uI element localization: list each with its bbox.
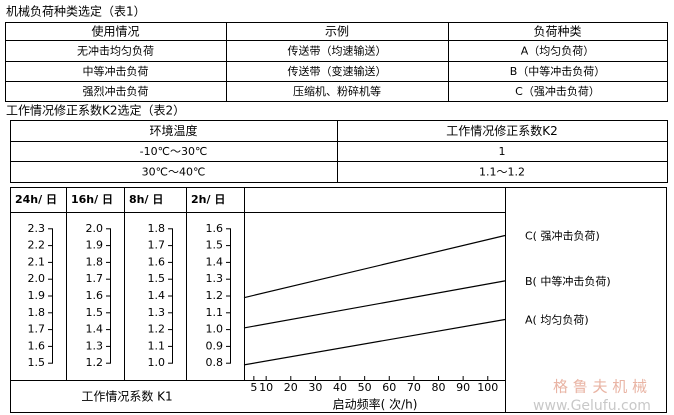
scale-tick-label: 2.2 — [28, 239, 46, 252]
scale-tick-label: 1.5 — [28, 356, 46, 369]
x-tick-label: 70 — [407, 381, 421, 394]
table-cell: C（强冲击负荷） — [515, 84, 600, 98]
table-cell: 传送带（均速输送） — [288, 44, 387, 58]
scale-tick-label: 1.4 — [148, 289, 166, 302]
table-cell: B（中等冲击负荷） — [510, 64, 606, 78]
table2-title: 工作情况修正系数K2选定（表2） — [6, 103, 185, 118]
table-cell: A（均匀负荷） — [521, 44, 595, 58]
scale-tick-label: 2.3 — [28, 222, 46, 235]
x-tick-label: 90 — [456, 381, 470, 394]
scale-label: 24h/ 日 — [15, 193, 57, 206]
table-cell: -10℃～30℃ — [140, 145, 208, 158]
scale-tick-label: 1.3 — [148, 306, 166, 319]
scale-tick-label: 1.2 — [148, 323, 166, 336]
table-header: 负荷种类 — [533, 25, 581, 39]
scale-tick-label: 1.8 — [28, 306, 46, 319]
line-label: C( 强冲击负荷) — [525, 229, 600, 243]
scale-tick-label: 1.5 — [86, 306, 104, 319]
scale-tick-label: 1.2 — [86, 356, 104, 369]
table-cell: 传送带（变速输送） — [288, 64, 387, 78]
load-line — [243, 234, 506, 299]
scale-tick-label: 1.6 — [86, 289, 104, 302]
scale-tick-label: 1.0 — [148, 356, 166, 369]
scale-tick-label: 1.6 — [148, 255, 166, 268]
scale-tick-label: 1.9 — [86, 239, 104, 252]
table-header: 环境温度 — [149, 123, 197, 138]
scale-tick-label: 1.6 — [28, 339, 46, 352]
scale-tick-label: 1.3 — [86, 339, 104, 352]
scale-label: 16h/ 日 — [71, 193, 113, 206]
scale-tick-label: 1.7 — [86, 272, 104, 285]
scale-tick-label: 0.8 — [206, 356, 224, 369]
table-cell: 无冲击均匀负荷 — [77, 44, 154, 58]
scale-tick-label: 1.5 — [206, 239, 224, 252]
x-tick-label: 50 — [358, 381, 372, 394]
table-cell: 1.1～1.2 — [479, 166, 525, 179]
table-header: 工作情况修正系数K2 — [446, 123, 558, 138]
scale-tick-label: 1.1 — [206, 306, 224, 319]
load-line — [243, 318, 506, 366]
scale-tick-label: 1.2 — [206, 289, 224, 302]
scale-tick-label: 1.3 — [206, 272, 224, 285]
scale-tick-label: 1.0 — [206, 323, 224, 336]
scale-tick-label: 1.8 — [148, 222, 166, 235]
x-tick-label: 30 — [308, 381, 322, 394]
x-tick-label: 10 — [259, 381, 273, 394]
scale-tick-label: 1.7 — [148, 239, 166, 252]
scale-tick-label: 1.1 — [148, 339, 166, 352]
scale-tick-label: 1.4 — [86, 323, 104, 336]
scale-tick-label: 2.1 — [28, 255, 46, 268]
table-cell: 强烈冲击负荷 — [83, 84, 149, 98]
watermark-url: www.Gelufu.com — [533, 398, 651, 414]
x-tick-label: 20 — [284, 381, 298, 394]
x-tick-label: 40 — [333, 381, 347, 394]
table-header: 使用情况 — [91, 24, 139, 39]
scale-tick-label: 0.9 — [206, 339, 224, 352]
line-label: B( 中等冲击负荷) — [525, 274, 611, 288]
scale-tick-label: 1.5 — [148, 272, 166, 285]
table-cell: 压缩机、粉碎机等 — [293, 84, 381, 98]
table-cell: 30℃～40℃ — [142, 166, 206, 179]
scale-label: 8h/ 日 — [129, 193, 163, 206]
x-tick-label: 60 — [382, 381, 396, 394]
load-line — [243, 280, 506, 329]
y-axis-title: 工作情况系数 K1 — [81, 389, 172, 404]
scale-tick-label: 1.6 — [206, 222, 224, 235]
figure-frame — [10, 187, 667, 413]
table1-title: 机械负荷种类选定（表1） — [6, 4, 146, 19]
table-cell: 中等冲击负荷 — [83, 64, 149, 78]
table-frame — [10, 120, 668, 183]
scale-tick-label: 1.7 — [28, 323, 46, 336]
scale-tick-label: 1.8 — [86, 255, 104, 268]
scale-label: 2h/ 日 — [191, 193, 225, 206]
watermark-brand: 格 鲁 夫 机 械 — [553, 378, 647, 396]
scale-tick-label: 1.4 — [206, 255, 224, 268]
x-tick-label: 80 — [432, 381, 446, 394]
scale-tick-label: 2.0 — [28, 272, 46, 285]
table-header: 示例 — [325, 25, 349, 39]
x-tick-label: 5 — [250, 381, 257, 394]
table-cell: 1 — [499, 145, 506, 158]
line-label: A( 均匀负荷) — [525, 313, 589, 327]
scale-tick-label: 1.9 — [28, 289, 46, 302]
x-tick-label: 100 — [477, 381, 498, 394]
scale-tick-label: 2.0 — [86, 222, 104, 235]
x-axis-title: 启动频率( 次/h) — [333, 397, 418, 412]
